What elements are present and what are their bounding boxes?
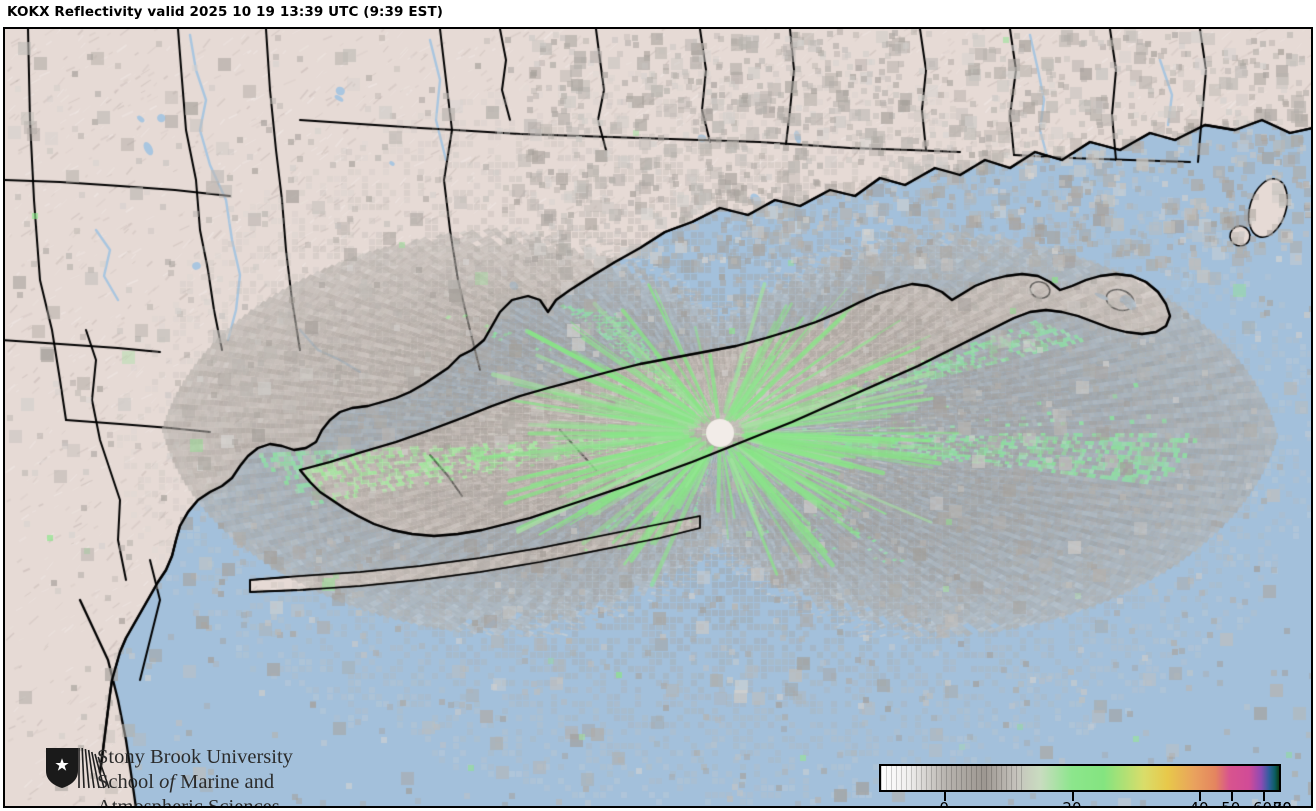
colorbar-tick-label: 50 (1221, 799, 1241, 808)
colorbar-stripe-overlay (881, 766, 1025, 790)
colorbar-tick (1198, 792, 1201, 801)
colorbar-tick-label: 80 (1272, 799, 1292, 808)
page-title: KOKX Reflectivity valid 2025 10 19 13:39… (7, 4, 444, 20)
radar-map-canvas[interactable] (5, 29, 1311, 806)
colorbar-tick-label: 60 (1252, 799, 1273, 808)
header-bar: KOKX Reflectivity valid 2025 10 19 13:39… (0, 0, 1316, 27)
colorbar-tick (1230, 792, 1233, 801)
colorbar-tick (1262, 792, 1265, 801)
colorbar-ticks (879, 792, 1281, 802)
colorbar-tick-labels: 0 20 40 50 60 70 80 (879, 799, 1291, 808)
colorbar[interactable] (879, 764, 1281, 792)
colorbar-tick (1071, 792, 1074, 801)
colorbar-tick-label: 70 (1272, 799, 1292, 808)
colorbar-gradient (881, 766, 1279, 790)
map-frame[interactable]: Stony Brook University School of Marine … (3, 27, 1313, 808)
colorbar-tick (944, 792, 947, 801)
colorbar-tick-label: 20 (1062, 799, 1082, 808)
colorbar-tick-label: 40 (1189, 799, 1209, 808)
colorbar-tick-label: 0 (939, 799, 949, 808)
